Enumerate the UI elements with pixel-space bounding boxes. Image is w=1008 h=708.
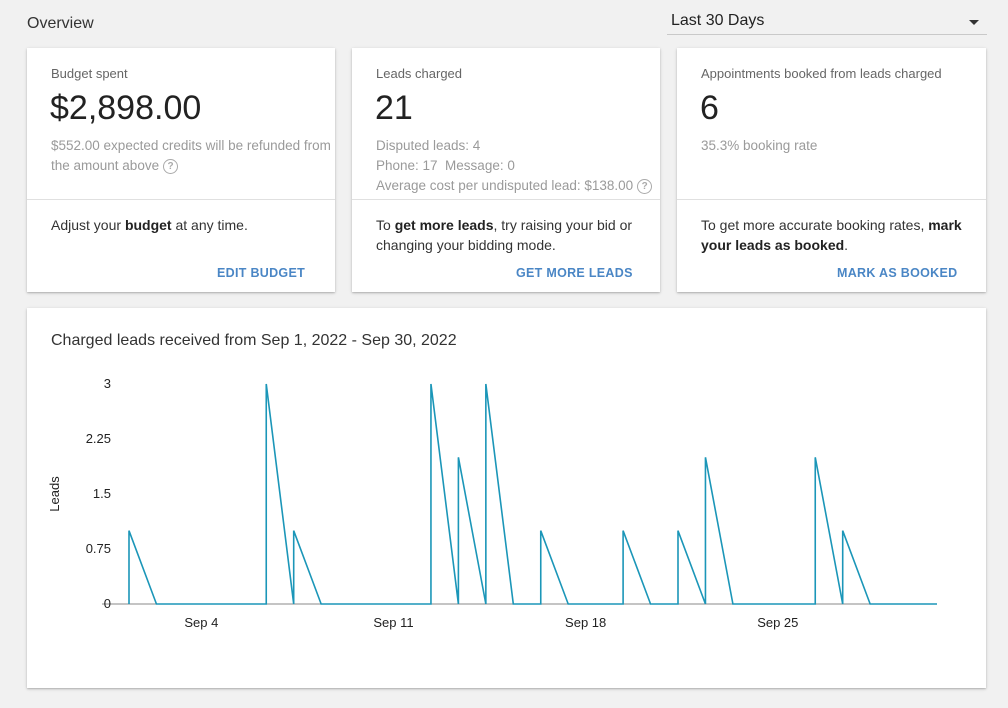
budget-refund-line2: the amount above (51, 158, 160, 173)
page-title: Overview (27, 15, 94, 32)
help-icon[interactable]: ? (163, 158, 179, 174)
x-tick-label: Sep 25 (757, 615, 798, 630)
leads-chart-card: Charged leads received from Sep 1, 2022 … (27, 308, 986, 688)
get-more-leads-button[interactable]: GET MORE LEADS (516, 266, 633, 280)
mark-as-booked-button[interactable]: MARK AS BOOKED (837, 266, 958, 280)
budget-refund-note: $552.00 expected credits will be refunde… (51, 136, 335, 176)
appointments-hint-text: To get more accurate booking rates, (701, 217, 929, 233)
edit-budget-button[interactable]: EDIT BUDGET (217, 266, 306, 280)
leads-hint-text: To (376, 217, 395, 233)
leads-line-chart: 0 0.75 1.5 2.25 3 Leads Sep 4 Sep 11 Sep 18 Sep 2… (47, 376, 937, 630)
budget-hint-bold: budget (124, 217, 172, 233)
leads-hint-text-end: , try raising your bid or changing your … (376, 217, 633, 253)
appointments-hint-text-end: . (844, 237, 849, 253)
date-range-value: Last 30 Days (671, 12, 765, 29)
appointments-card: Appointments booked from leads charged 6… (677, 48, 986, 292)
leads-series-line (128, 383, 937, 605)
budget-card: Budget spent $2,898.00 $552.00 expected … (27, 48, 335, 292)
budget-card-summary: Budget spent $2,898.00 $552.00 expected … (27, 48, 335, 200)
y-tick-label: 3 (104, 376, 111, 391)
y-tick-label: 1.5 (93, 486, 111, 501)
appointments-hint: To get more accurate booking rates, mark… (701, 215, 968, 255)
appointments-card-summary: Appointments booked from leads charged 6… (677, 48, 986, 200)
leads-label: Leads charged (376, 66, 463, 81)
budget-hint: Adjust your budget at any time. (51, 215, 317, 235)
caret-down-icon (969, 20, 979, 25)
leads-details: Disputed leads: 4 Phone: 17 Message: 0 A… (376, 136, 660, 196)
leads-hint: To get more leads, try raising your bid … (376, 215, 642, 255)
y-axis-label: Leads (47, 476, 62, 512)
budget-label: Budget spent (51, 66, 128, 81)
leads-card-summary: Leads charged 21 Disputed leads: 4 Phone… (352, 48, 660, 200)
budget-hint-text-end: at any time. (171, 217, 248, 233)
y-tick-label: 0.75 (86, 541, 111, 556)
appointments-hint-bold: mark your leads as booked (701, 217, 962, 253)
budget-hint-text: Adjust your (51, 217, 125, 233)
date-range-select[interactable]: Last 30 Days (667, 8, 987, 35)
x-tick-label: Sep 18 (565, 615, 606, 630)
y-tick-label: 2.25 (86, 431, 111, 446)
phone-message-counts: Phone: 17 Message: 0 (376, 158, 515, 173)
y-tick-label: 0 (104, 596, 111, 611)
budget-value: $2,898.00 (50, 89, 202, 127)
x-tick-label: Sep 11 (373, 615, 413, 630)
leads-hint-bold: get more leads (394, 217, 494, 233)
average-cost: Average cost per undisputed lead: $138.0… (376, 178, 634, 193)
help-icon[interactable]: ? (637, 178, 653, 194)
chart-title: Charged leads received from Sep 1, 2022 … (51, 332, 457, 349)
appointments-label: Appointments booked from leads charged (701, 66, 942, 81)
disputed-leads: Disputed leads: 4 (376, 138, 481, 153)
appointments-value: 6 (700, 89, 719, 127)
leads-value: 21 (375, 89, 413, 127)
budget-refund-line1: $552.00 expected credits will be refunde… (51, 138, 331, 153)
booking-rate: 35.3% booking rate (701, 138, 818, 153)
x-tick-label: Sep 4 (184, 615, 218, 630)
leads-card: Leads charged 21 Disputed leads: 4 Phone… (352, 48, 660, 292)
